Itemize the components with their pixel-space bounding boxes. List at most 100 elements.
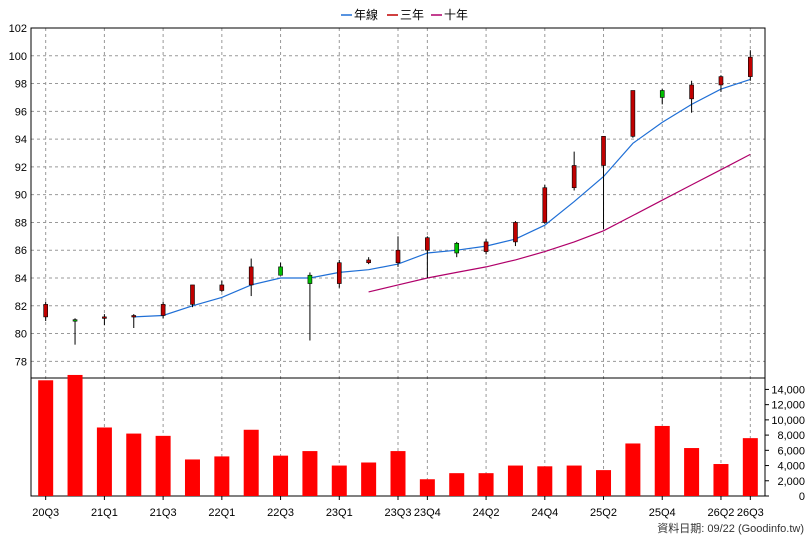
x-tick-label: 22Q3 — [267, 507, 294, 519]
volume-bar — [184, 459, 200, 496]
candle-body — [43, 304, 48, 318]
ma-year-line — [133, 78, 751, 318]
volume-bar — [214, 456, 230, 496]
candle-body — [307, 274, 313, 284]
x-tick-label: 21Q1 — [91, 507, 118, 519]
volume-bar — [38, 380, 54, 496]
candle-body — [513, 222, 518, 243]
candle-body — [542, 187, 548, 223]
price-tick-label: 92 — [15, 162, 27, 174]
candle-body — [248, 266, 254, 286]
x-tick-label: 26Q2 — [707, 507, 734, 519]
volume-tick-label: 2,000 — [777, 476, 805, 488]
candle-body — [454, 242, 460, 254]
candle-body — [718, 76, 724, 86]
legend-label: 年線 — [354, 7, 378, 22]
price-tick-label: 80 — [15, 329, 27, 341]
legend: 年線 三年 十年 — [341, 7, 468, 22]
candle-body — [160, 304, 166, 316]
price-axis-ticks: 78 80 82 84 86 88 90 92 94 96 98 100 102 — [9, 23, 27, 368]
candle-body — [748, 56, 753, 77]
volume-tick-label: 10,000 — [771, 415, 805, 427]
x-axis-ticks: 20Q3 21Q1 21Q3 22Q1 22Q3 23Q1 23Q3 23Q4 24Q2 24Q4… — [32, 496, 764, 519]
volume-bar — [155, 435, 171, 496]
legend-label: 十年 — [444, 8, 468, 22]
candle-body — [571, 165, 577, 189]
price-tick-label: 100 — [9, 51, 27, 63]
volume-bar — [390, 451, 406, 496]
volume-bar — [537, 466, 553, 496]
candle-body — [601, 136, 606, 166]
price-tick-label: 78 — [15, 356, 27, 368]
x-tick-label: 22Q1 — [208, 507, 235, 519]
volume-bar — [684, 448, 700, 496]
price-tick-label: 94 — [15, 134, 27, 146]
volume-bar — [742, 438, 758, 496]
volume-bar — [625, 443, 641, 496]
volume-bar — [566, 465, 582, 496]
candle-body — [336, 262, 342, 284]
price-tick-label: 96 — [15, 106, 27, 118]
x-tick-label: 26Q3 — [737, 507, 764, 519]
volume-tick-label: 4,000 — [777, 461, 805, 473]
candlesticks — [43, 50, 753, 345]
x-tick-label: 20Q3 — [32, 507, 59, 519]
candle-body — [102, 316, 107, 319]
volume-bar — [478, 473, 494, 496]
x-tick-label: 25Q2 — [590, 507, 617, 519]
volume-bar — [331, 465, 347, 496]
x-tick-label: 23Q1 — [326, 507, 353, 519]
grid — [31, 27, 765, 496]
volume-bar — [243, 429, 259, 496]
price-tick-label: 90 — [15, 190, 27, 202]
candle-body — [219, 284, 225, 291]
x-tick-label: 24Q4 — [531, 507, 558, 519]
price-tick-label: 82 — [15, 301, 27, 313]
volume-tick-label: 14,000 — [771, 384, 805, 396]
volume-bars — [38, 374, 758, 496]
candle-body — [483, 241, 489, 252]
volume-bar — [126, 433, 142, 496]
price-tick-label: 84 — [15, 273, 27, 285]
candle-body — [689, 84, 694, 100]
volume-bar — [96, 427, 112, 496]
volume-bar — [273, 455, 289, 496]
volume-bar — [302, 451, 318, 496]
candle-body — [366, 259, 371, 264]
candle-body — [278, 266, 283, 276]
price-tick-label: 86 — [15, 245, 27, 257]
candle-body — [659, 90, 665, 98]
source-label: 資料日期: 09/22 (Goodinfo.tw) — [657, 521, 804, 535]
candle-body — [190, 284, 195, 305]
x-tick-label: 25Q4 — [649, 507, 676, 519]
x-tick-label: 23Q3 — [385, 507, 412, 519]
candle-body — [630, 90, 636, 137]
volume-bar — [596, 470, 612, 496]
candle-body — [395, 249, 401, 264]
x-tick-label: 21Q3 — [150, 507, 177, 519]
volume-tick-label: 0 — [799, 491, 805, 503]
ma-three-year-line — [368, 153, 751, 293]
volume-bar — [449, 473, 465, 496]
volume-tick-label: 6,000 — [777, 445, 805, 457]
candle-body — [425, 237, 430, 251]
candle-body — [72, 319, 78, 322]
volume-tick-label: 8,000 — [777, 430, 805, 442]
volume-axis-ticks: 0 2,000 4,000 6,000 8,000 10,000 12,000 14,000 — [765, 384, 805, 503]
moving-average-lines — [133, 78, 751, 318]
volume-bar — [654, 425, 670, 496]
volume-bar — [713, 464, 729, 496]
price-tick-label: 102 — [9, 23, 27, 35]
volume-bar — [67, 374, 83, 496]
volume-bar — [507, 465, 523, 496]
volume-tick-label: 12,000 — [771, 400, 805, 412]
x-tick-label: 24Q2 — [473, 507, 500, 519]
legend-label: 三年 — [400, 8, 424, 22]
volume-bar — [361, 462, 377, 496]
price-tick-label: 98 — [15, 79, 27, 91]
price-tick-label: 88 — [15, 217, 27, 229]
volume-bar — [419, 479, 435, 496]
candle-body — [131, 315, 137, 318]
x-tick-label: 23Q4 — [414, 507, 441, 519]
